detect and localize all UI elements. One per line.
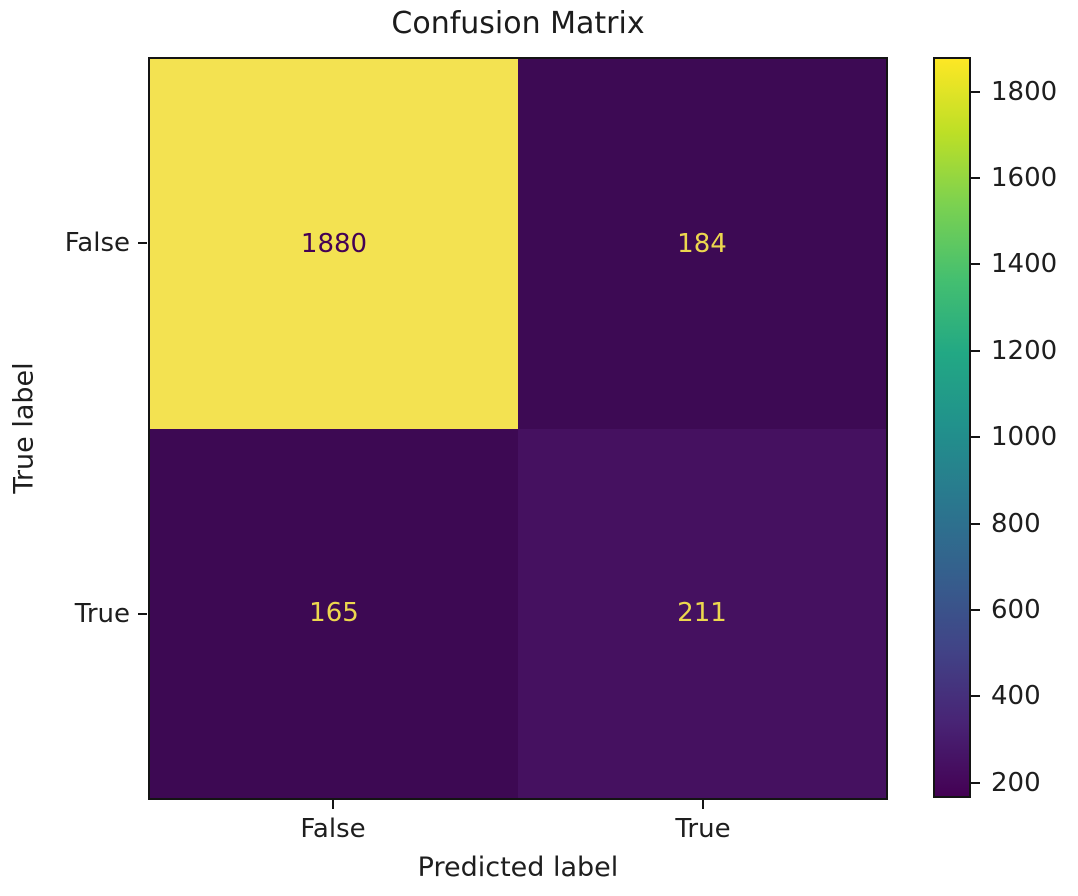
colorbar-tick-mark (971, 90, 980, 93)
colorbar-tick-label: 1000 (991, 422, 1058, 453)
colorbar-tick-label: 400 (991, 681, 1041, 712)
heatmap-cell-true-false-pred-true: 184 (518, 59, 886, 429)
colorbar-tick-label: 1600 (991, 162, 1058, 193)
colorbar-tick-mark (971, 263, 980, 266)
chart-title: Confusion Matrix (391, 6, 645, 41)
colorbar-tick-label: 1400 (991, 249, 1058, 280)
y-tick-label-false: False (64, 228, 130, 258)
heatmap-cell-true-false-pred-false: 1880 (150, 59, 518, 429)
colorbar-tick-mark (971, 349, 980, 352)
x-tick-mark (332, 800, 334, 809)
colorbar-tick-mark (971, 695, 980, 698)
heatmap-cell-true-true-pred-true: 211 (518, 428, 886, 798)
cell-value: 184 (677, 228, 727, 259)
colorbar-tick-label: 600 (991, 595, 1041, 626)
colorbar-tick-mark (971, 436, 980, 439)
y-tick-mark (138, 613, 147, 615)
colorbar-tick-label: 200 (991, 767, 1041, 798)
colorbar-tick-mark (971, 522, 980, 525)
y-tick-label-true: True (74, 599, 130, 629)
colorbar-tick-label: 1200 (991, 335, 1058, 366)
cell-value: 1880 (300, 228, 368, 259)
cell-value: 211 (677, 598, 727, 629)
colorbar-tick-mark (971, 781, 980, 784)
colorbar-tick-mark (971, 176, 980, 179)
colorbar-tick-label: 1800 (991, 76, 1058, 107)
cell-value: 165 (309, 598, 359, 629)
heatmap-plot-area: 1880 184 165 211 (148, 57, 888, 800)
x-tick-mark (702, 800, 704, 809)
x-axis-label: Predicted label (417, 852, 619, 883)
x-tick-label-false: False (300, 814, 366, 844)
colorbar-tick-label: 800 (991, 508, 1041, 539)
x-tick-label-true: True (675, 814, 731, 844)
colorbar-ticks: 200 400 600 800 1000 1200 1400 1600 1800 (971, 57, 1078, 798)
heatmap-cell-true-true-pred-false: 165 (150, 428, 518, 798)
colorbar (933, 57, 971, 798)
y-tick-mark (138, 242, 147, 244)
colorbar-tick-mark (971, 609, 980, 612)
y-axis-label: True label (8, 362, 40, 494)
